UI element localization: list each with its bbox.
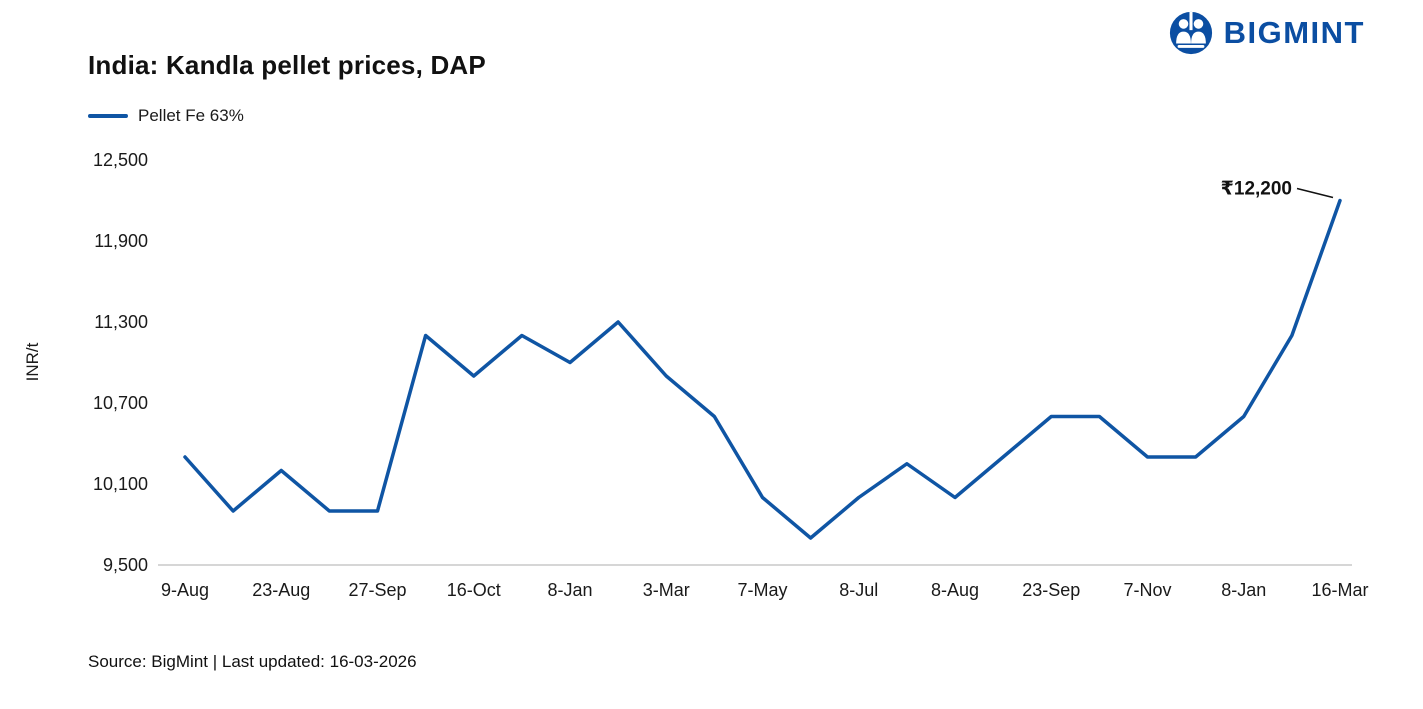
x-tick-label: 7-Nov xyxy=(1123,580,1171,600)
x-tick-label: 23-Aug xyxy=(252,580,310,600)
y-axis-title: INR/t xyxy=(23,342,42,381)
annotation-connector xyxy=(1296,187,1334,199)
bigmint-logo: BIGMINT xyxy=(1168,10,1365,56)
page-title: India: Kandla pellet prices, DAP xyxy=(88,50,486,80)
x-tick-label: 8-Aug xyxy=(931,580,979,600)
source-note: Source: BigMint | Last updated: 16-03-20… xyxy=(88,652,417,671)
y-tick-label: 11,900 xyxy=(94,231,148,251)
x-tick-label: 8-Jan xyxy=(1221,580,1266,600)
y-tick-label: 10,700 xyxy=(93,393,148,413)
y-tick-label: 11,300 xyxy=(94,312,148,332)
y-tick-label: 9,500 xyxy=(103,555,148,575)
x-tick-label: 23-Sep xyxy=(1022,580,1080,600)
legend-label: Pellet Fe 63% xyxy=(138,106,244,125)
x-tick-label: 7-May xyxy=(737,580,787,600)
x-tick-label: 27-Sep xyxy=(348,580,406,600)
legend-line-swatch xyxy=(88,114,128,118)
x-tick-label: 8-Jan xyxy=(547,580,592,600)
x-tick-label: 9-Aug xyxy=(161,580,209,600)
brand-name: BIGMINT xyxy=(1223,15,1365,50)
bigmint-logo-icon xyxy=(1169,11,1212,55)
legend: Pellet Fe 63% xyxy=(88,106,244,126)
y-tick-label: 12,500 xyxy=(93,150,148,170)
x-tick-label: 3-Mar xyxy=(643,580,690,600)
price-line xyxy=(183,198,1342,540)
y-tick-label: 10,100 xyxy=(93,474,148,494)
annotation-label: ₹12,200 xyxy=(1221,179,1292,200)
x-tick-label: 16-Oct xyxy=(447,580,501,600)
x-tick-label: 8-Jul xyxy=(839,580,878,600)
x-tick-label: 16-Mar xyxy=(1311,580,1368,600)
price-chart: 9,500 10,100 10,700 11,300 11,900 12,500 9-Aug… xyxy=(23,150,1369,600)
